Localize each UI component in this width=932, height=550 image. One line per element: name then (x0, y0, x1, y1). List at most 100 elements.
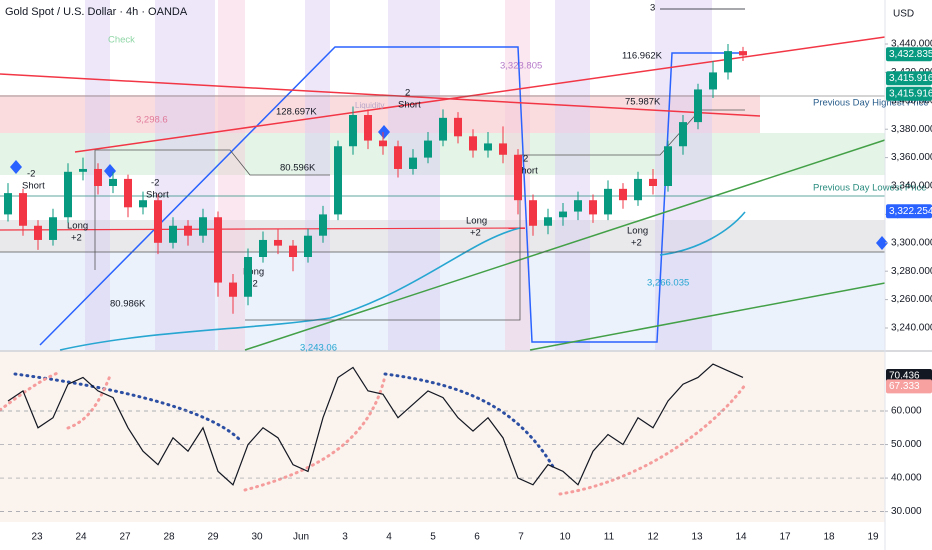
x-tick-label: Jun (293, 532, 309, 543)
x-tick-label: 3 (342, 532, 348, 543)
y-tick-label: 3,360.000 (891, 152, 932, 163)
candle-body (214, 217, 222, 283)
candle-body (169, 225, 177, 243)
x-tick-label: 13 (691, 532, 703, 543)
x-tick-label: 23 (31, 532, 43, 543)
candle-body (739, 51, 747, 56)
candle-body (109, 178, 117, 187)
candle-body (619, 188, 627, 201)
candle-body (544, 217, 552, 226)
candle-body (244, 256, 252, 297)
signal: +2 (247, 279, 258, 290)
candle-body (334, 146, 342, 215)
candle-body (274, 239, 282, 246)
price-label-box (886, 47, 932, 62)
zones (0, 0, 885, 522)
x-tick-label: 27 (119, 532, 131, 543)
y-tick-label: 3,280.000 (891, 266, 932, 277)
candle-body (154, 200, 162, 243)
y-tick-label: 3,300.000 (891, 237, 932, 248)
signal: 2 (523, 154, 528, 165)
candle-body (199, 217, 207, 236)
candle-body (229, 282, 237, 297)
signal: -2 (27, 169, 35, 180)
candle-body (139, 200, 147, 208)
chart-title: Gold Spot / U.S. Dollar · 4h · OANDA (5, 6, 188, 18)
x-tick-label: 7 (518, 532, 524, 543)
note: Check (108, 35, 135, 46)
volume-label: 75.987K (625, 97, 661, 108)
y-tick-label: 3,440.000 (891, 39, 932, 50)
price-label: 3,432.835 (889, 49, 932, 60)
candle-body (604, 188, 612, 215)
x-tick-label: 12 (647, 532, 659, 543)
x-tick-label: 11 (604, 532, 615, 543)
candle-body (304, 235, 312, 257)
x-tick-label: 14 (735, 532, 747, 543)
signal: 2 (405, 88, 410, 99)
price-label-box (886, 379, 932, 394)
candle-body (679, 122, 687, 147)
candle-body (4, 193, 12, 215)
candle-body (124, 178, 132, 208)
x-tick-label: 4 (386, 532, 392, 543)
price-label: 67.333 (889, 381, 920, 392)
x-tick-label: 30 (251, 532, 263, 543)
price-note: 3,298.6 (136, 115, 168, 126)
signal: Short (398, 100, 421, 111)
trend-lines (0, 8, 886, 351)
candle-body (94, 168, 102, 187)
x-tick-label: 29 (207, 532, 219, 543)
candle-body (514, 154, 522, 201)
price-label: 70.436 (889, 371, 920, 382)
y-tick-label: 30.000 (891, 506, 922, 517)
signal: Long (243, 267, 264, 278)
candle-body (364, 115, 372, 141)
level-label: Previous Day Lowest Price (813, 183, 927, 194)
candle-body (289, 245, 297, 257)
candle-body (649, 178, 657, 187)
candle-body (499, 143, 507, 155)
candle-body (319, 214, 327, 236)
x-tick-label: 28 (163, 532, 175, 543)
price-note: 3,323.805 (500, 61, 542, 72)
candle-body (709, 72, 717, 90)
candle-body (79, 168, 87, 172)
signal: -2 (151, 178, 159, 189)
candle-body (484, 143, 492, 151)
y-tick-label: 60.000 (891, 406, 922, 417)
x-tick-label: 24 (75, 532, 87, 543)
candle-body (259, 239, 267, 257)
signal: +2 (470, 228, 481, 239)
note: 3 (650, 3, 655, 14)
candle-body (574, 200, 582, 212)
x-tick-label: 19 (867, 532, 879, 543)
volume-label: 116.962K (622, 51, 663, 62)
level-label: Previous Day Highest Price (813, 98, 929, 109)
y-tick-label: 3,260.000 (891, 294, 932, 305)
signal: Long (466, 216, 487, 227)
price-label: 3,322.254 (889, 206, 932, 217)
volume-label: 80.986K (110, 299, 146, 310)
x-tick-label: 5 (430, 532, 436, 543)
x-tick-label: 17 (779, 532, 791, 543)
candle-body (184, 225, 192, 236)
annotations: 116.962K 128.697K 80.596K 75.987K 80.986… (10, 3, 929, 354)
price-note: 3,243.06 (300, 343, 337, 354)
currency: USD (893, 9, 914, 20)
candle-body (454, 117, 462, 137)
price-label-box (886, 86, 932, 101)
candle-body (559, 211, 567, 218)
y-tick-label: 50.000 (891, 439, 922, 450)
candle-body (34, 225, 42, 240)
volume-label: 128.697K (276, 107, 317, 118)
price-label-box (886, 204, 932, 219)
y-tick-label: 3,340.000 (891, 181, 932, 192)
price-label-box (886, 71, 932, 86)
candle-body (64, 171, 72, 218)
candle-body (49, 217, 57, 240)
signal: Short (515, 166, 538, 177)
volume-label: 80.596K (280, 163, 316, 174)
note: Liquidity (355, 101, 384, 110)
